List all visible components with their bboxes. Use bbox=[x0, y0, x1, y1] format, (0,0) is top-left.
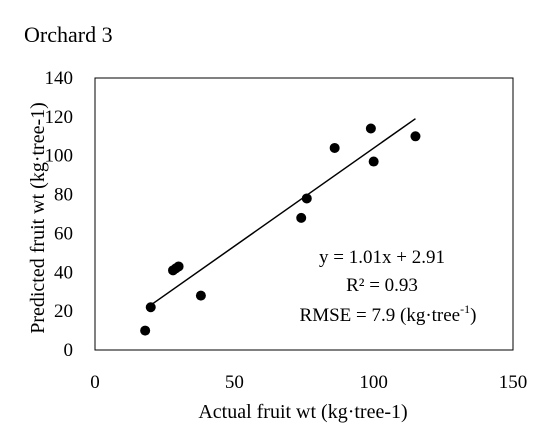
data-points bbox=[140, 123, 421, 336]
trendline bbox=[147, 118, 416, 308]
x-tick-label: 0 bbox=[90, 372, 100, 393]
y-axis-title: Predicted fruit wt (kg·tree-1) bbox=[27, 102, 49, 334]
data-point bbox=[368, 156, 379, 167]
y-tick-label: 140 bbox=[45, 68, 74, 89]
x-tick-label: 150 bbox=[499, 372, 528, 393]
data-point bbox=[145, 302, 156, 313]
chart-title: Orchard 3 bbox=[24, 22, 113, 47]
x-tick-label: 100 bbox=[359, 372, 388, 393]
data-point bbox=[195, 290, 206, 301]
rmse-annotation: RMSE = 7.9 (kg·tree-1) bbox=[300, 302, 477, 326]
data-point bbox=[301, 193, 312, 204]
axes: 0 20 40 60 80 100 120 140 0 50 100 150 bbox=[45, 68, 528, 393]
rmse-suffix: ) bbox=[470, 305, 476, 326]
data-point bbox=[329, 142, 340, 153]
rmse-superscript: -1 bbox=[460, 302, 470, 316]
equation-annotation: y = 1.01x + 2.91 bbox=[319, 247, 445, 268]
data-point bbox=[296, 212, 307, 223]
data-point bbox=[140, 325, 151, 336]
data-point bbox=[173, 261, 184, 272]
trendline-group bbox=[147, 118, 416, 308]
rmse-prefix: RMSE = 7.9 (kg·tree bbox=[300, 305, 461, 326]
r2-annotation: R² = 0.93 bbox=[346, 275, 418, 296]
y-tick-label: 60 bbox=[54, 223, 73, 244]
data-point bbox=[365, 123, 376, 134]
data-point bbox=[410, 131, 421, 142]
y-tick-label: 40 bbox=[54, 262, 73, 283]
y-tick-label: 20 bbox=[54, 301, 73, 322]
x-tick-label: 50 bbox=[225, 372, 244, 393]
y-tick-label: 80 bbox=[54, 185, 73, 206]
y-tick-label: 0 bbox=[64, 340, 74, 361]
x-axis-title: Actual fruit wt (kg·tree-1) bbox=[198, 401, 407, 423]
plot-area-border bbox=[94, 77, 514, 351]
y-tick-label: 120 bbox=[45, 107, 74, 128]
y-tick-label: 100 bbox=[45, 146, 74, 167]
